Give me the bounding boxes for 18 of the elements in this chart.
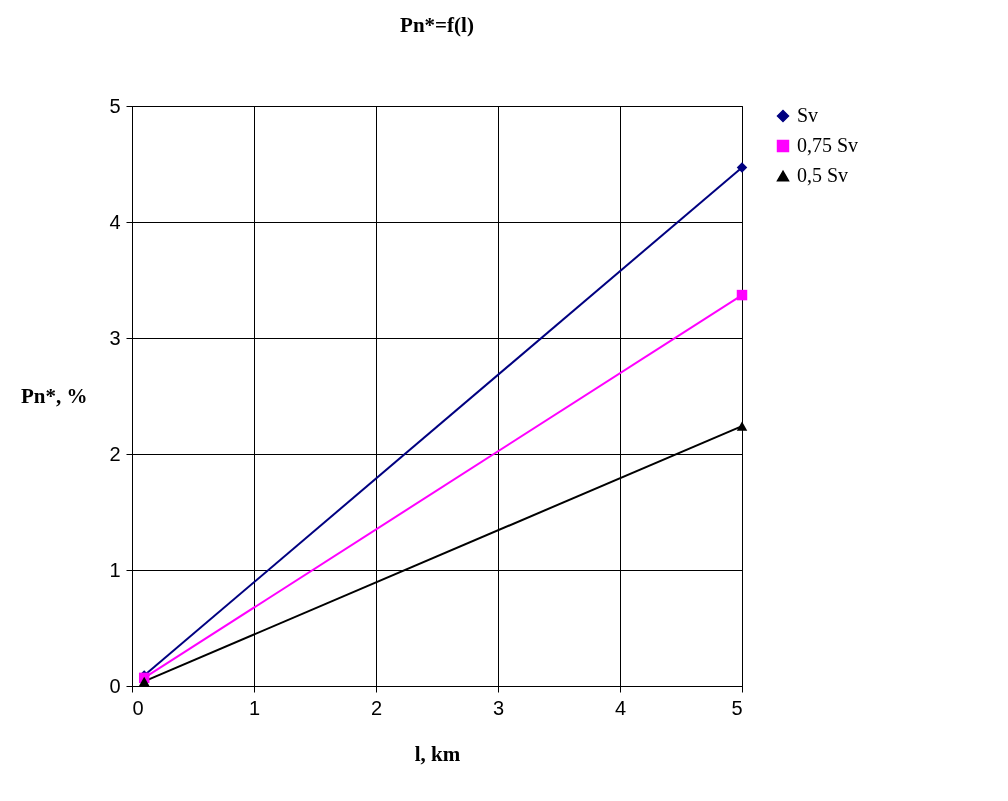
x-tick-label: 1 <box>248 696 261 719</box>
x-tick-label: 3 <box>492 696 505 719</box>
x-tick-label: 5 <box>731 696 743 719</box>
x-tick-label: 2 <box>370 696 383 719</box>
x-tick-label: 0 <box>132 696 144 719</box>
y-tick-label: 0 <box>109 674 121 697</box>
x-axis-title: l, km <box>414 741 461 766</box>
y-tick-label: 2 <box>109 442 121 465</box>
y-tick-label: 5 <box>109 94 121 117</box>
y-tick-label: 3 <box>109 326 121 349</box>
legend-label: 0,5 Sv <box>797 164 849 186</box>
legend-label: 0,75 Sv <box>797 134 859 156</box>
y-tick-label: 1 <box>109 558 121 581</box>
y-axis-title: Pn*, % <box>20 383 88 408</box>
y-tick-label: 4 <box>109 210 121 233</box>
chart-title: Pn*=f(l) <box>400 13 474 37</box>
x-tick-label: 4 <box>614 696 627 719</box>
legend-label: Sv <box>797 104 819 126</box>
